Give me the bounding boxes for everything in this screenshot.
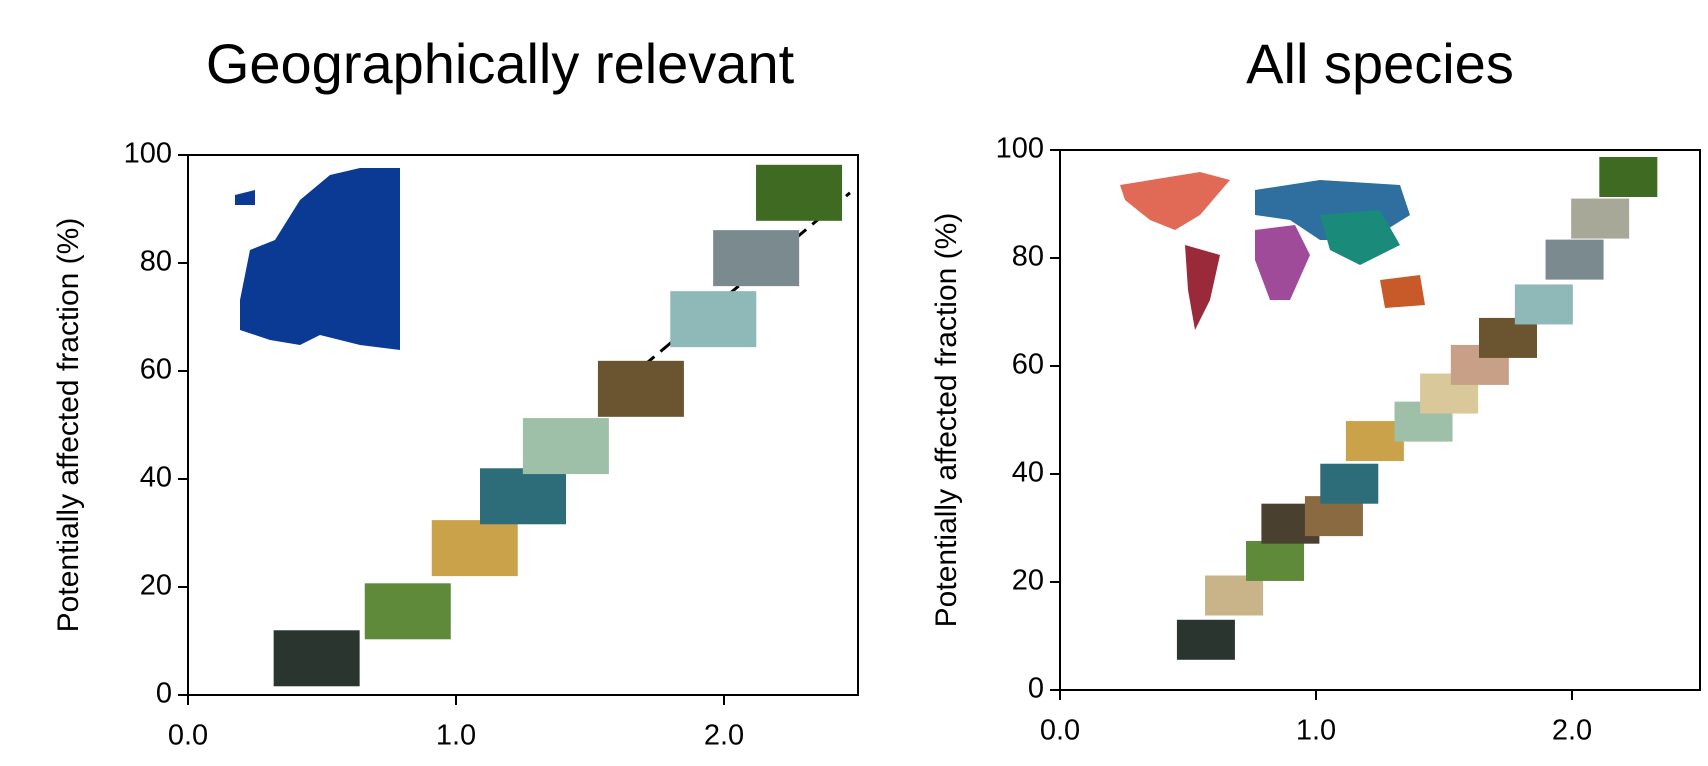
y-tick-label: 0 [1028, 673, 1044, 705]
species-photo [1546, 240, 1604, 280]
y-axis-label: Potentially affected fraction (%) [52, 218, 85, 633]
species-photo [523, 418, 609, 474]
europe-map [235, 168, 400, 350]
species-photo [1571, 199, 1629, 239]
x-tick-label: 0.0 [168, 720, 208, 752]
species-photo [480, 468, 566, 524]
x-tick-label: 2.0 [704, 720, 744, 752]
y-tick-label: 100 [996, 133, 1044, 165]
species-photo [274, 630, 360, 686]
species-photo [598, 361, 684, 417]
species-photo [1205, 576, 1263, 616]
species-photo [1599, 157, 1657, 197]
y-tick-label: 100 [124, 138, 172, 170]
species-photo [1177, 620, 1235, 660]
species-photo [432, 520, 518, 576]
x-tick-label: 2.0 [1552, 715, 1592, 747]
y-tick-label: 20 [140, 570, 172, 602]
y-tick-label: 80 [140, 246, 172, 278]
y-axis-label: Potentially affected fraction (%) [930, 213, 963, 628]
y-tick-label: 40 [1012, 457, 1044, 489]
x-tick-label: 1.0 [436, 720, 476, 752]
y-tick-label: 20 [1012, 565, 1044, 597]
species-photo [670, 291, 756, 347]
species-photo [1246, 541, 1304, 581]
y-tick-label: 60 [140, 354, 172, 386]
y-tick-label: 80 [1012, 241, 1044, 273]
species-photo [713, 230, 799, 286]
x-tick-label: 1.0 [1296, 715, 1336, 747]
species-photo [756, 165, 842, 221]
world-map [1120, 172, 1425, 330]
species-photo [1320, 464, 1378, 504]
chart-title: Geographically relevant [206, 32, 795, 95]
y-tick-label: 40 [140, 462, 172, 494]
species-photo [1515, 284, 1573, 324]
y-tick-label: 0 [156, 678, 172, 710]
chart-title: All species [1246, 32, 1514, 95]
species-photo [365, 583, 451, 639]
y-tick-label: 60 [1012, 349, 1044, 381]
chart: Geographically relevant Potentially affec… [0, 0, 1708, 766]
x-tick-label: 0.0 [1040, 715, 1080, 747]
